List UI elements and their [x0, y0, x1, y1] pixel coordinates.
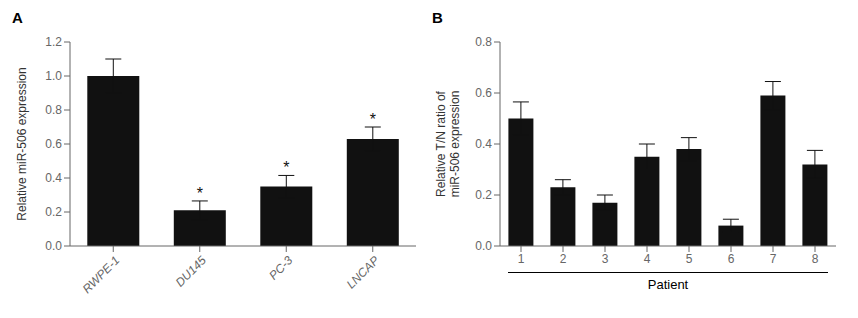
svg-text:Relative miR-506 expression: Relative miR-506 expression [15, 67, 29, 220]
svg-text:0.2: 0.2 [475, 188, 492, 202]
svg-text:*: * [283, 159, 289, 176]
svg-text:0.0: 0.0 [45, 239, 62, 253]
svg-text:0.4: 0.4 [475, 137, 492, 151]
html-text:A: A [12, 9, 23, 26]
svg-text:Relative T/N ratio ofmiR-506 e: Relative T/N ratio ofmiR-506 expression [434, 90, 462, 197]
svg-text:1.0: 1.0 [45, 69, 62, 83]
svg-text:0.2: 0.2 [45, 205, 62, 219]
svg-text:7: 7 [770, 252, 777, 266]
svg-text:6: 6 [728, 252, 735, 266]
svg-text:4: 4 [644, 252, 651, 266]
svg-text:*: * [197, 185, 203, 202]
html-text:B: B [432, 9, 443, 26]
svg-text:PC-3: PC-3 [266, 253, 295, 282]
svg-text:1: 1 [518, 252, 525, 266]
svg-text:8: 8 [812, 252, 819, 266]
svg-text:RWPE-1: RWPE-1 [80, 253, 123, 296]
svg-text:5: 5 [686, 252, 693, 266]
svg-text:3: 3 [602, 252, 609, 266]
svg-text:0.6: 0.6 [45, 137, 62, 151]
svg-text:LNCAP: LNCAP [344, 253, 382, 291]
html-text:Patient: Patient [647, 277, 689, 292]
svg-text:0.8: 0.8 [45, 103, 62, 117]
svg-text:DU145: DU145 [173, 253, 210, 290]
svg-text:2: 2 [560, 252, 567, 266]
svg-text:*: * [370, 111, 376, 128]
svg-text:0.0: 0.0 [475, 239, 492, 253]
svg-text:1.2: 1.2 [45, 35, 62, 49]
svg-text:0.8: 0.8 [475, 35, 492, 49]
svg-text:0.4: 0.4 [45, 171, 62, 185]
svg-text:0.6: 0.6 [475, 86, 492, 100]
